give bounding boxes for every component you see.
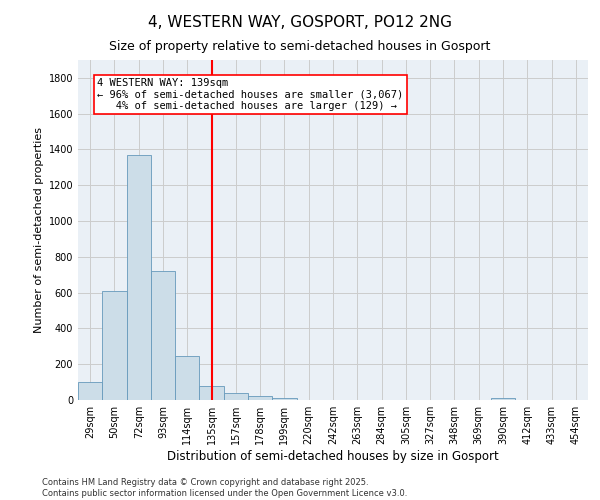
Text: 4 WESTERN WAY: 139sqm
← 96% of semi-detached houses are smaller (3,067)
   4% of: 4 WESTERN WAY: 139sqm ← 96% of semi-deta… <box>97 78 404 111</box>
Y-axis label: Number of semi-detached properties: Number of semi-detached properties <box>34 127 44 333</box>
Bar <box>199 386 224 400</box>
Bar <box>175 356 199 400</box>
Bar <box>102 291 127 400</box>
Bar <box>151 271 175 400</box>
Text: Contains HM Land Registry data © Crown copyright and database right 2025.
Contai: Contains HM Land Registry data © Crown c… <box>42 478 407 498</box>
Bar <box>78 382 102 400</box>
Bar <box>248 396 272 400</box>
Bar <box>491 398 515 400</box>
Text: 4, WESTERN WAY, GOSPORT, PO12 2NG: 4, WESTERN WAY, GOSPORT, PO12 2NG <box>148 15 452 30</box>
Bar <box>272 398 296 400</box>
Bar <box>127 155 151 400</box>
Bar <box>224 393 248 400</box>
Text: Size of property relative to semi-detached houses in Gosport: Size of property relative to semi-detach… <box>109 40 491 53</box>
X-axis label: Distribution of semi-detached houses by size in Gosport: Distribution of semi-detached houses by … <box>167 450 499 463</box>
